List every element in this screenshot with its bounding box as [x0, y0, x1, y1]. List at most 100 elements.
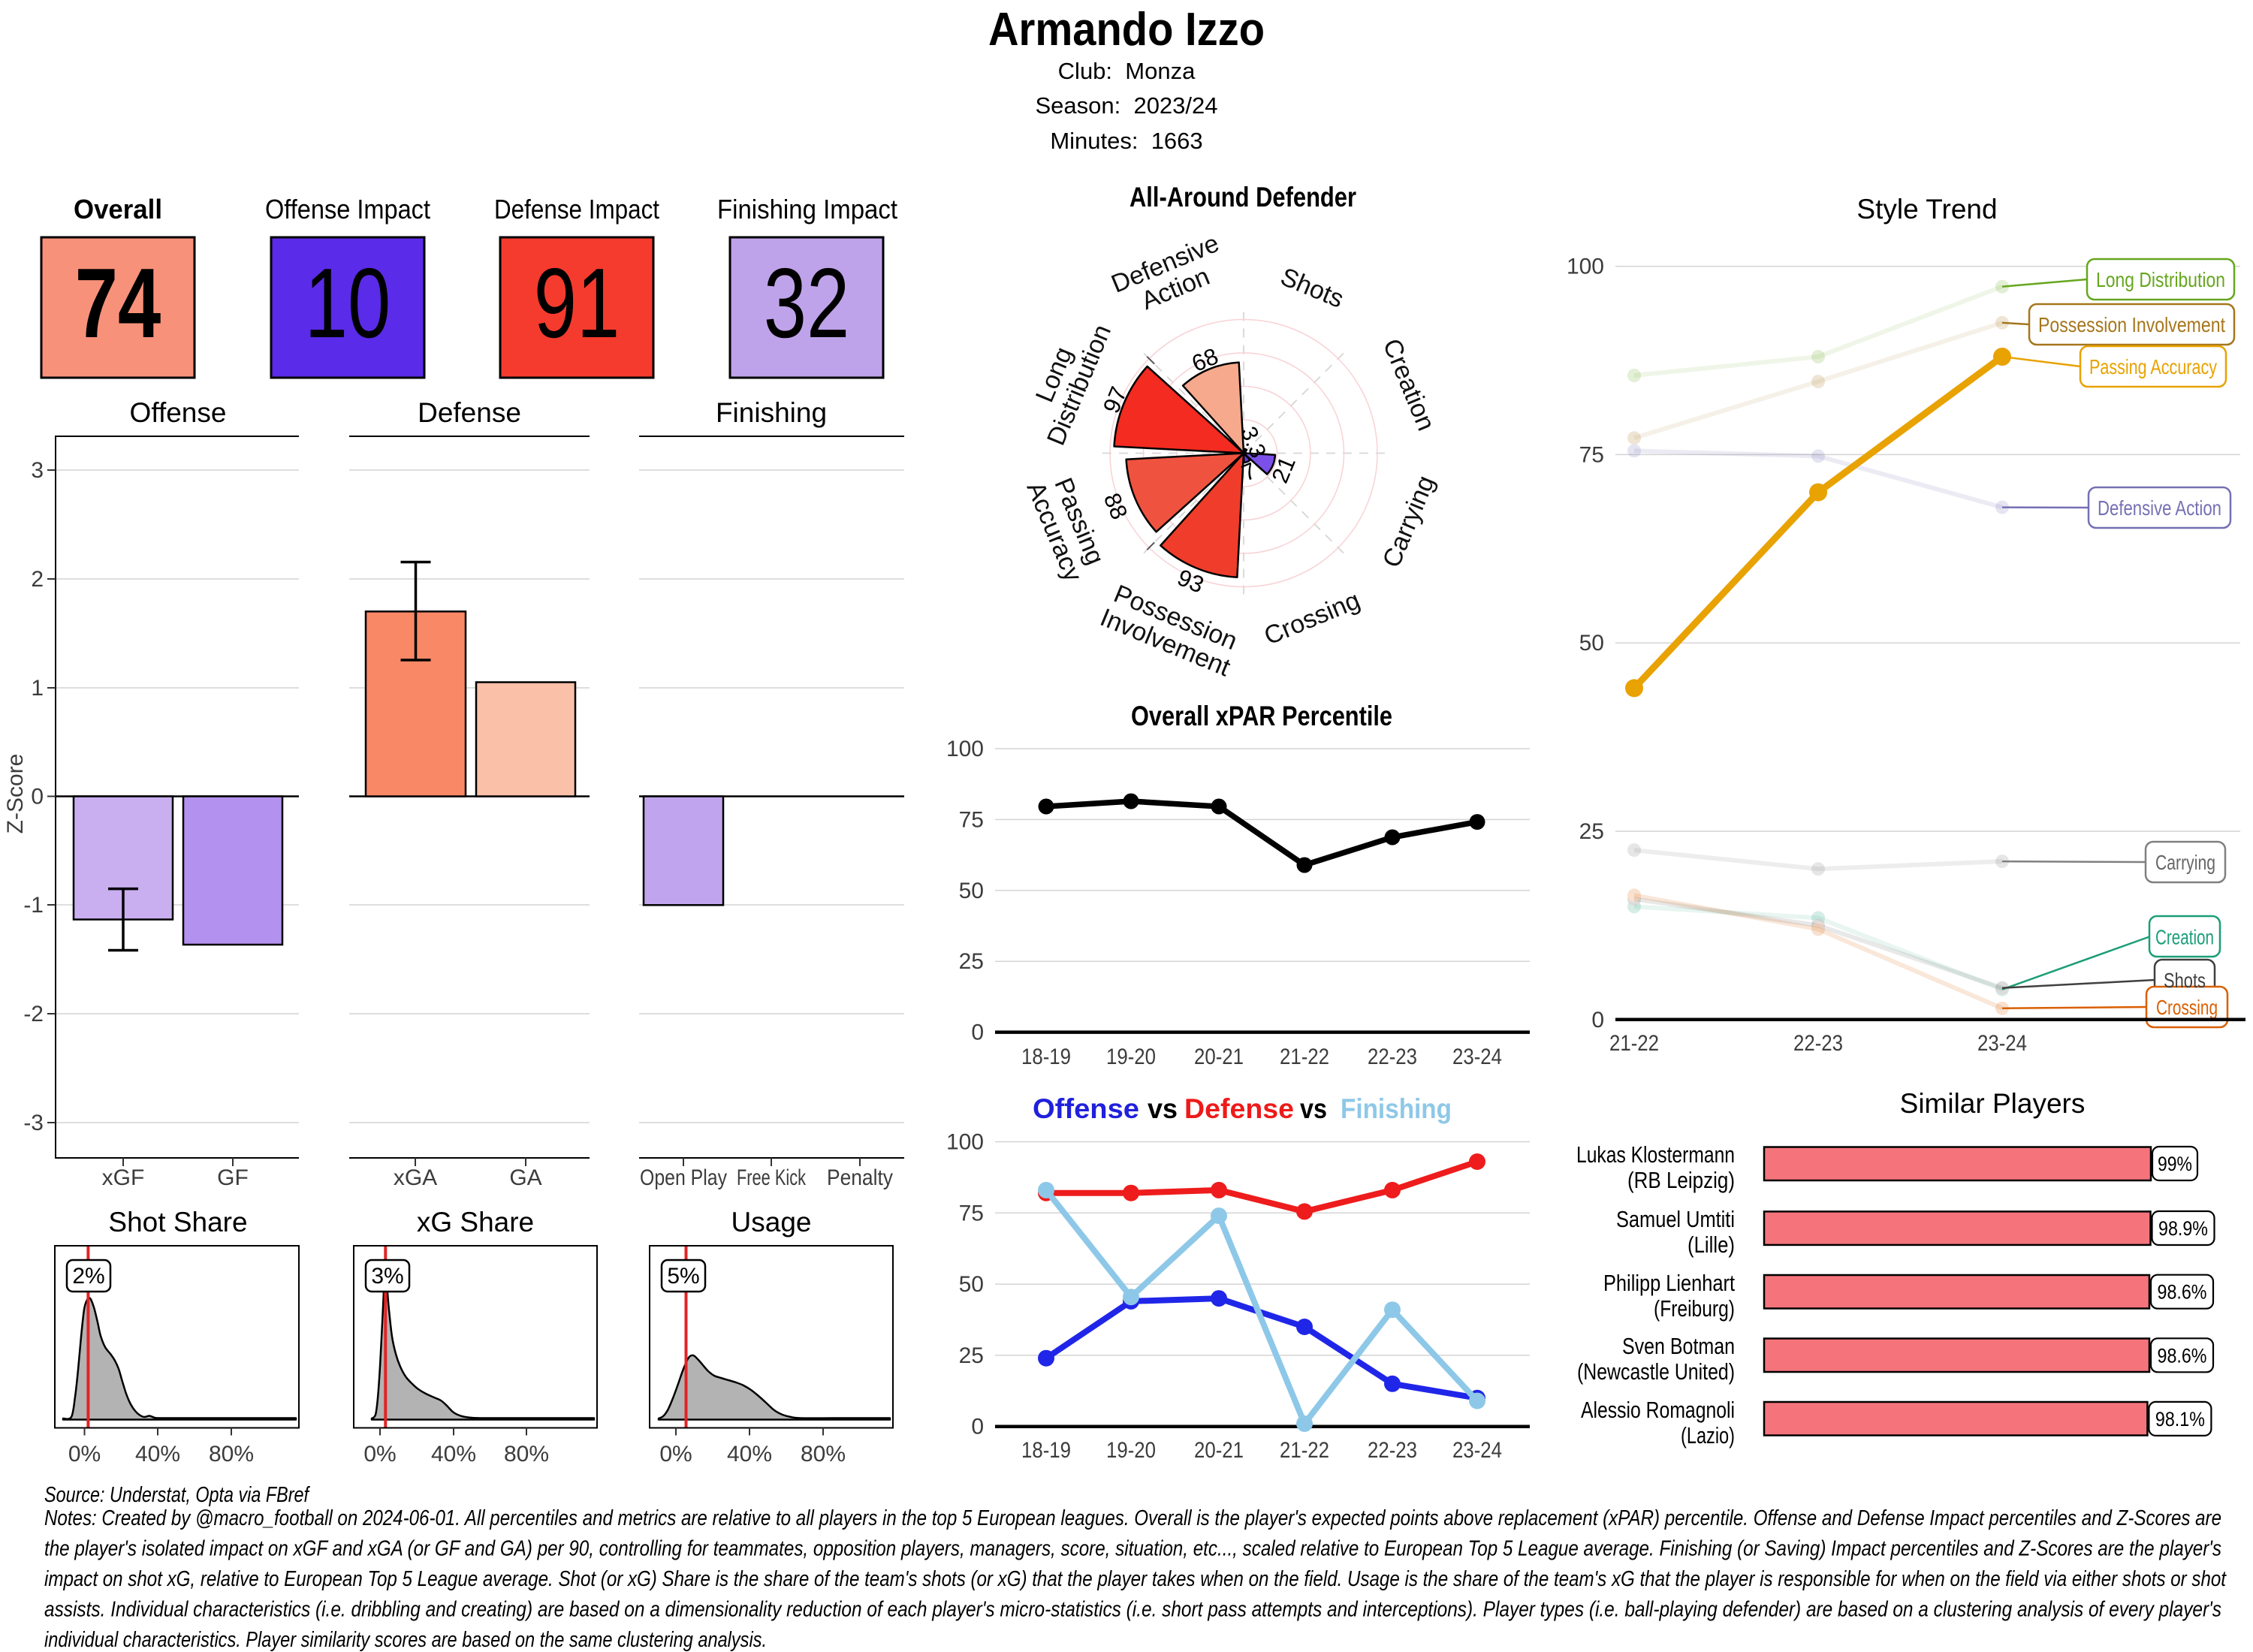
svg-text:20-21: 20-21 — [1194, 1045, 1244, 1069]
svg-text:Defense: Defense — [1184, 1093, 1294, 1124]
svg-text:Lukas Klostermann: Lukas Klostermann — [1576, 1141, 1735, 1168]
svg-text:Finishing Impact: Finishing Impact — [717, 194, 897, 225]
svg-text:GA: GA — [509, 1165, 541, 1190]
svg-text:Offense: Offense — [130, 397, 227, 428]
svg-text:Passing Accuracy: Passing Accuracy — [2089, 355, 2217, 378]
svg-text:98.1%: 98.1% — [2155, 1408, 2205, 1430]
svg-text:75: 75 — [959, 1201, 984, 1225]
svg-text:Armando Izzo: Armando Izzo — [988, 4, 1265, 56]
svg-text:the player's isolated impact o: the player's isolated impact on xGF and … — [44, 1537, 2221, 1561]
svg-text:25: 25 — [959, 949, 984, 974]
svg-text:100: 100 — [946, 737, 984, 761]
svg-text:xGA: xGA — [394, 1165, 437, 1190]
svg-text:-1: -1 — [23, 893, 44, 918]
svg-text:23-24: 23-24 — [1452, 1438, 1502, 1463]
svg-text:0: 0 — [31, 785, 44, 809]
svg-text:Samuel Umtiti: Samuel Umtiti — [1616, 1206, 1735, 1232]
svg-text:xGF: xGF — [102, 1165, 145, 1190]
svg-text:(Lille): (Lille) — [1687, 1231, 1735, 1258]
svg-text:21-22: 21-22 — [1280, 1438, 1329, 1463]
svg-text:50: 50 — [1579, 631, 1604, 656]
svg-text:-3: -3 — [23, 1111, 44, 1135]
svg-text:75: 75 — [959, 807, 984, 832]
svg-text:74: 74 — [75, 249, 161, 359]
svg-text:0%: 0% — [363, 1442, 396, 1467]
svg-text:25: 25 — [1579, 819, 1604, 844]
svg-text:-2: -2 — [23, 1002, 44, 1026]
svg-text:22-23: 22-23 — [1793, 1031, 1843, 1056]
svg-text:Open Play: Open Play — [640, 1165, 727, 1190]
svg-text:50: 50 — [959, 1272, 984, 1297]
svg-text:10: 10 — [305, 249, 391, 359]
svg-text:Defense Impact: Defense Impact — [494, 194, 659, 225]
svg-text:3: 3 — [31, 458, 44, 483]
svg-text:40%: 40% — [135, 1442, 180, 1467]
svg-text:individual characteristics. Pl: individual characteristics. Player simil… — [44, 1628, 767, 1652]
svg-text:0: 0 — [971, 1020, 984, 1045]
svg-text:80%: 80% — [209, 1442, 254, 1467]
svg-text:100: 100 — [1567, 255, 1604, 279]
svg-text:0: 0 — [1591, 1008, 1604, 1032]
svg-text:Notes: Created by @macro_footb: Notes: Created by @macro_football on 202… — [44, 1506, 2221, 1530]
svg-text:Shot Share: Shot Share — [108, 1207, 247, 1237]
svg-text:Defense: Defense — [418, 397, 521, 428]
svg-text:80%: 80% — [504, 1442, 549, 1467]
svg-text:3%: 3% — [371, 1264, 403, 1289]
svg-text:Offense Impact: Offense Impact — [265, 194, 430, 225]
svg-text:18-19: 18-19 — [1021, 1045, 1071, 1069]
svg-text:(RB Leipzig): (RB Leipzig) — [1627, 1167, 1735, 1193]
svg-text:19-20: 19-20 — [1106, 1438, 1156, 1463]
svg-text:(Newcastle United): (Newcastle United) — [1577, 1358, 1735, 1385]
svg-text:50: 50 — [959, 879, 984, 903]
svg-text:98.6%: 98.6% — [2158, 1344, 2207, 1367]
svg-text:Defensive Action: Defensive Action — [2098, 496, 2221, 520]
svg-text:0%: 0% — [68, 1442, 101, 1467]
svg-text:Possession Involvement: Possession Involvement — [2038, 313, 2225, 336]
svg-text:32: 32 — [764, 249, 850, 359]
svg-text:0%: 0% — [659, 1442, 692, 1467]
svg-text:Creation: Creation — [2155, 926, 2214, 949]
svg-text:Finishing: Finishing — [1341, 1093, 1452, 1124]
svg-text:Long Distribution: Long Distribution — [2096, 268, 2225, 291]
svg-text:Penalty: Penalty — [827, 1165, 893, 1190]
svg-text:Style Trend: Style Trend — [1856, 194, 1997, 225]
svg-text:Season: 2023/24: Season: 2023/24 — [1035, 92, 1217, 119]
svg-text:All-Around Defender: All-Around Defender — [1130, 182, 1356, 213]
svg-text:Crossing: Crossing — [2156, 996, 2218, 1019]
svg-text:vs: vs — [1300, 1093, 1327, 1124]
svg-text:Free Kick: Free Kick — [737, 1165, 807, 1190]
svg-text:Overall xPAR Percentile: Overall xPAR Percentile — [1131, 701, 1392, 731]
svg-text:GF: GF — [217, 1165, 249, 1190]
svg-text:23-24: 23-24 — [1977, 1031, 2027, 1056]
svg-text:23-24: 23-24 — [1452, 1045, 1502, 1069]
svg-text:Alessio Romagnoli: Alessio Romagnoli — [1581, 1397, 1735, 1423]
svg-text:Offense: Offense — [1033, 1093, 1139, 1124]
svg-text:40%: 40% — [431, 1442, 476, 1467]
svg-text:Club: Monza: Club: Monza — [1058, 58, 1196, 84]
svg-text:vs: vs — [1148, 1093, 1178, 1124]
svg-text:2%: 2% — [72, 1264, 104, 1289]
svg-text:impact on shot xG, relative to: impact on shot xG, relative to European … — [44, 1567, 2227, 1591]
svg-text:assists. Individual characteri: assists. Individual characteristics (i.e… — [44, 1598, 2221, 1622]
svg-text:Shots: Shots — [2164, 969, 2206, 992]
svg-text:75: 75 — [1579, 442, 1604, 467]
svg-text:22-23: 22-23 — [1368, 1045, 1417, 1069]
svg-text:(Freiburg): (Freiburg) — [1654, 1295, 1735, 1322]
svg-text:Source: Understat, Opta via FB: Source: Understat, Opta via FBref — [44, 1483, 310, 1507]
svg-text:100: 100 — [946, 1130, 984, 1155]
svg-text:21-22: 21-22 — [1280, 1045, 1329, 1069]
svg-text:(Lazio): (Lazio) — [1681, 1422, 1735, 1449]
svg-text:22-23: 22-23 — [1368, 1438, 1417, 1463]
svg-text:98.6%: 98.6% — [2158, 1281, 2207, 1304]
svg-text:98.9%: 98.9% — [2158, 1217, 2208, 1240]
svg-text:1: 1 — [31, 676, 44, 701]
svg-text:91: 91 — [534, 249, 620, 359]
svg-text:20-21: 20-21 — [1194, 1438, 1244, 1463]
svg-text:18-19: 18-19 — [1021, 1438, 1071, 1463]
svg-text:40%: 40% — [727, 1442, 772, 1467]
svg-text:0: 0 — [971, 1415, 984, 1439]
svg-text:25: 25 — [959, 1343, 984, 1368]
svg-text:Similar Players: Similar Players — [1900, 1088, 2086, 1119]
svg-text:Philipp Lienhart: Philipp Lienhart — [1603, 1270, 1735, 1296]
svg-text:Finishing: Finishing — [716, 397, 827, 428]
